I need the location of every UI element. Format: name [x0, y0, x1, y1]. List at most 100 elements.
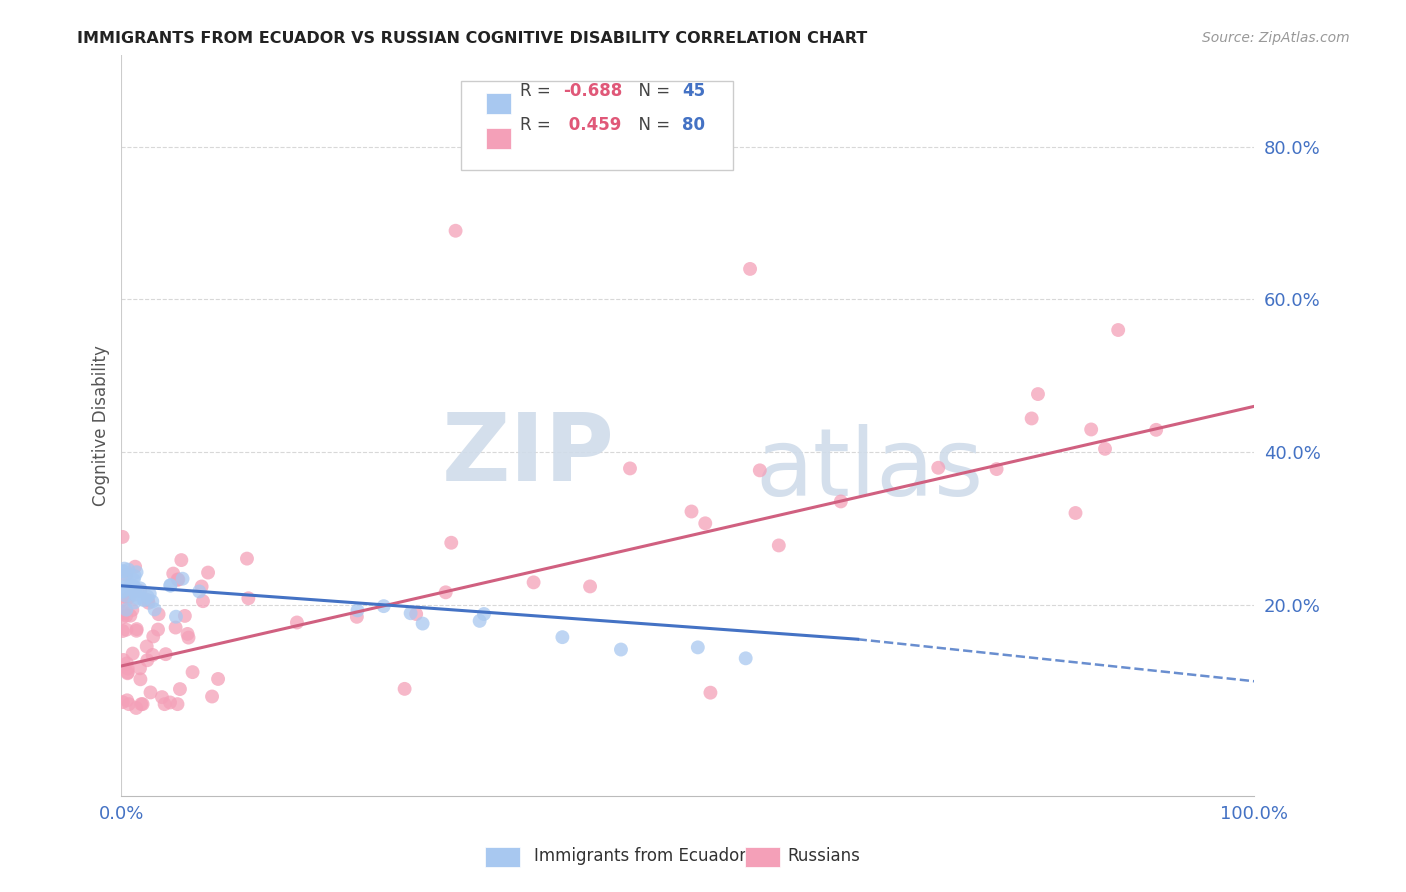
Point [112, 653, 135, 667]
Point [468, 614, 491, 628]
Point [117, 563, 139, 577]
Point [129, 584, 152, 599]
Point [134, 592, 156, 607]
Point [440, 535, 463, 549]
Text: N =: N = [627, 82, 675, 100]
Text: 45: 45 [682, 82, 706, 100]
Point [165, 609, 187, 624]
Point [115, 573, 138, 587]
Point [124, 581, 146, 595]
Point [112, 561, 135, 575]
Point [120, 590, 142, 604]
Point [136, 653, 159, 667]
Point [121, 603, 143, 617]
Point [115, 657, 138, 671]
Point [111, 607, 134, 621]
Point [1064, 506, 1087, 520]
Point [159, 579, 181, 593]
Point [927, 460, 949, 475]
Point [434, 585, 457, 599]
Point [143, 602, 166, 616]
Text: Immigrants from Ecuador: Immigrants from Ecuador [534, 847, 747, 865]
Point [111, 624, 134, 638]
Point [176, 627, 198, 641]
Point [125, 624, 148, 638]
Point [120, 579, 142, 593]
Point [166, 573, 188, 587]
Point [132, 593, 155, 607]
Point [619, 461, 641, 475]
Point [686, 640, 709, 655]
FancyBboxPatch shape [486, 93, 510, 114]
Point [986, 462, 1008, 476]
Point [165, 621, 187, 635]
Point [142, 648, 165, 662]
Point [124, 587, 146, 601]
Text: Source: ZipAtlas.com: Source: ZipAtlas.com [1202, 31, 1350, 45]
Point [117, 577, 139, 591]
FancyBboxPatch shape [486, 128, 510, 149]
Text: ZIP: ZIP [441, 409, 614, 501]
Point [115, 567, 138, 582]
Point [159, 695, 181, 709]
Point [111, 593, 134, 607]
Point [120, 583, 142, 598]
Point [111, 610, 134, 624]
Point [111, 584, 134, 599]
Text: R =: R = [520, 117, 557, 135]
Point [153, 697, 176, 711]
Point [141, 594, 163, 608]
Point [197, 566, 219, 580]
Point [177, 631, 200, 645]
Point [748, 463, 770, 477]
Point [124, 595, 146, 609]
Point [207, 672, 229, 686]
Point [201, 690, 224, 704]
Point [129, 673, 152, 687]
Point [139, 685, 162, 699]
Point [115, 608, 138, 623]
Point [681, 504, 703, 518]
FancyBboxPatch shape [461, 81, 733, 170]
Point [695, 516, 717, 531]
Point [830, 494, 852, 508]
Point [120, 608, 142, 623]
Point [285, 615, 308, 630]
Point [1026, 387, 1049, 401]
Point [125, 622, 148, 636]
Point [188, 584, 211, 599]
Point [115, 589, 138, 603]
Point [127, 582, 149, 597]
Point [150, 690, 173, 705]
Point [138, 596, 160, 610]
Point [136, 593, 159, 607]
Text: R =: R = [520, 82, 557, 100]
Point [523, 575, 546, 590]
Point [112, 605, 135, 619]
Text: N =: N = [627, 117, 675, 135]
Point [124, 584, 146, 599]
Point [172, 572, 194, 586]
Text: atlas: atlas [756, 424, 984, 516]
Point [190, 580, 212, 594]
Point [170, 553, 193, 567]
Point [399, 606, 422, 620]
Point [111, 530, 134, 544]
Point [155, 647, 177, 661]
Point [412, 616, 434, 631]
Point [444, 224, 467, 238]
Point [115, 693, 138, 707]
Point [120, 578, 142, 592]
Point [1094, 442, 1116, 456]
Point [127, 591, 149, 605]
Point [148, 607, 170, 622]
Point [112, 565, 135, 579]
Point [699, 686, 721, 700]
Text: 0.459: 0.459 [564, 117, 621, 135]
Point [124, 559, 146, 574]
Point [124, 569, 146, 583]
Point [118, 697, 141, 711]
Text: IMMIGRANTS FROM ECUADOR VS RUSSIAN COGNITIVE DISABILITY CORRELATION CHART: IMMIGRANTS FROM ECUADOR VS RUSSIAN COGNI… [77, 31, 868, 46]
Point [346, 610, 368, 624]
Point [394, 681, 416, 696]
